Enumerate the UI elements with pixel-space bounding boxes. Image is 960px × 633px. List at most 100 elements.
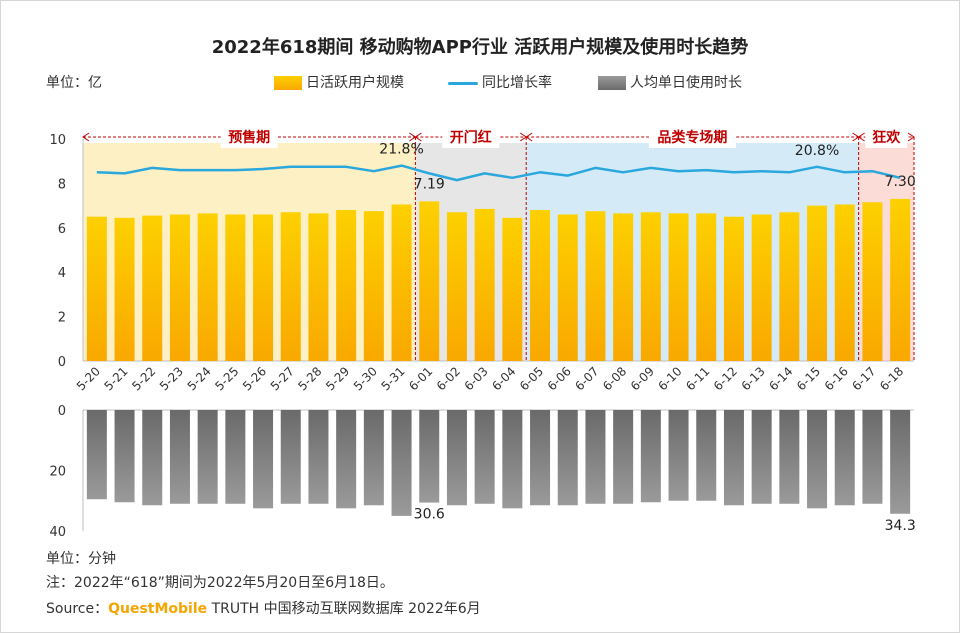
duration-bar-6-08 [613, 410, 634, 504]
duration-bar-6-17 [862, 410, 883, 504]
duration-bar-5-22 [142, 410, 163, 506]
top-y-tick-label: 0 [58, 355, 66, 370]
dau-bar-6-17 [862, 202, 883, 361]
dau-bar-6-08 [613, 213, 634, 361]
dau-bar-5-30 [363, 211, 384, 361]
bottom-y-tick-label: 0 [58, 404, 66, 419]
duration-bar-5-27 [280, 410, 301, 504]
duration-bar-6-15 [807, 410, 828, 509]
top-y-tick-label: 10 [49, 133, 66, 148]
dau-bar-5-24 [197, 213, 218, 361]
duration-bar-6-07 [585, 410, 606, 504]
x-tick-label-5-20: 5-20 [74, 364, 103, 393]
footnote: 注：2022年“618”期间为2022年5月20日至6月18日。 [46, 575, 394, 591]
duration-bar-5-28 [308, 410, 329, 504]
duration-bar-5-25 [225, 410, 246, 504]
duration-bar-6-03 [474, 410, 495, 504]
legend-swatch-line-blue [448, 81, 478, 85]
duration-bar-5-26 [253, 410, 274, 509]
duration-bar-6-02 [446, 410, 467, 506]
dau-bar-6-12 [723, 216, 744, 361]
duration-bar-6-18 [890, 410, 911, 514]
top-y-tick-label: 6 [58, 222, 66, 237]
dau-bar-5-23 [169, 214, 190, 361]
phase-label-bg-3 [865, 126, 908, 148]
x-tick-label-6-13: 6-13 [739, 364, 768, 393]
x-tick-label-5-23: 5-23 [157, 364, 186, 393]
dau-bar-5-26 [253, 214, 274, 361]
phase-label-3: 狂欢 [872, 129, 901, 146]
x-tick-label-6-07: 6-07 [572, 364, 601, 393]
phase-band-0 [83, 143, 416, 361]
phase-label-bg-0 [220, 126, 278, 148]
duration-bar-6-12 [723, 410, 744, 506]
duration-bar-5-29 [336, 410, 357, 509]
phase-label-0: 预售期 [228, 129, 270, 146]
top-unit-label: 单位：亿 [46, 75, 102, 91]
x-tick-label-6-08: 6-08 [600, 364, 629, 393]
x-tick-label-5-25: 5-25 [212, 364, 241, 393]
phase-band-2 [526, 143, 859, 361]
source-brand-logo: QuestMobile [108, 601, 208, 617]
phase-label-bg-1 [442, 126, 500, 148]
dau-bar-5-22 [142, 215, 163, 361]
x-tick-label-6-03: 6-03 [462, 364, 491, 393]
duration-bar-6-04 [502, 410, 523, 509]
legend-label-duration: 人均单日使用时长 [630, 75, 742, 91]
dau-bar-6-14 [779, 212, 800, 361]
dau-bar-6-13 [751, 214, 772, 361]
duration-bar-5-24 [197, 410, 218, 504]
duration-bar-6-05 [530, 410, 551, 506]
top-annotation-2: 20.8% [795, 143, 839, 159]
dau-bar-5-27 [280, 212, 301, 361]
legend-label-growth: 同比增长率 [482, 75, 552, 91]
duration-bar-6-11 [696, 410, 717, 501]
legend-item-duration: 人均单日使用时长 [598, 72, 742, 92]
duration-bar-6-16 [834, 410, 855, 506]
legend-swatch-bar-yellow [274, 76, 302, 90]
legend-label-dau: 日活跃用户规模 [306, 75, 404, 91]
phase-label-1: 开门红 [450, 129, 492, 146]
dau-bar-6-03 [474, 208, 495, 361]
bottom-annotation-1: 34.3 [885, 518, 916, 534]
x-tick-label-6-15: 6-15 [794, 364, 823, 393]
x-tick-label-6-14: 6-14 [766, 364, 795, 393]
top-y-tick-label: 4 [58, 266, 66, 281]
x-tick-label-6-18: 6-18 [877, 364, 906, 393]
x-tick-label-5-30: 5-30 [351, 364, 380, 393]
dau-bar-6-10 [668, 213, 689, 361]
x-tick-label-6-04: 6-04 [489, 364, 518, 393]
bottom-unit-label: 单位：分钟 [46, 551, 116, 567]
dau-bar-6-04 [502, 217, 523, 361]
x-tick-label-6-17: 6-17 [849, 364, 878, 393]
duration-bar-5-21 [114, 410, 135, 503]
dau-bar-5-31 [391, 204, 412, 361]
growth-rate-line [96, 164, 901, 182]
top-y-tick-label: 8 [58, 177, 66, 192]
duration-bar-6-13 [751, 410, 772, 504]
dau-bar-6-18 [890, 198, 911, 361]
x-tick-label-5-28: 5-28 [295, 364, 324, 393]
top-y-tick-label: 2 [58, 311, 66, 326]
top-annotation-0: 21.8% [379, 142, 423, 158]
x-tick-label-6-06: 6-06 [545, 364, 574, 393]
x-tick-label-5-29: 5-29 [323, 364, 352, 393]
dau-bar-5-29 [336, 210, 357, 361]
duration-bar-5-20 [86, 410, 107, 500]
dau-bar-6-09 [640, 212, 661, 361]
top-annotation-1: 7.19 [414, 176, 445, 192]
phase-arrow-left-0 [82, 132, 90, 142]
duration-bar-5-23 [169, 410, 190, 504]
x-tick-label-5-24: 5-24 [185, 364, 214, 393]
x-tick-label-6-09: 6-09 [628, 364, 657, 393]
bottom-y-tick-label: 20 [49, 465, 66, 480]
x-tick-label-6-10: 6-10 [656, 364, 685, 393]
duration-bar-5-30 [363, 410, 384, 506]
x-tick-label-5-26: 5-26 [240, 364, 269, 393]
phase-label-2: 品类专场期 [657, 129, 727, 146]
dau-bar-5-20 [86, 216, 107, 361]
dau-bar-5-25 [225, 214, 246, 361]
source-prefix: Source： [46, 601, 109, 617]
dau-bar-6-11 [696, 213, 717, 361]
